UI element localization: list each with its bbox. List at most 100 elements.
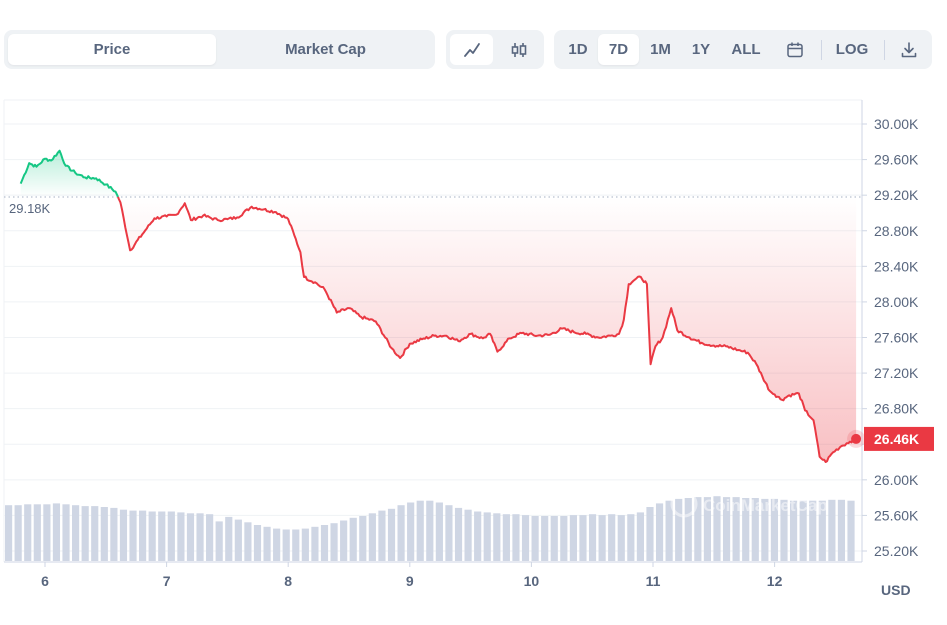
- volume-bar: [483, 512, 491, 561]
- volume-bar: [799, 500, 807, 561]
- volume-bar: [119, 509, 128, 561]
- volume-bar: [340, 520, 348, 561]
- x-tick-label: 11: [646, 573, 661, 589]
- reference-label-bg: [6, 198, 58, 217]
- y-tick-label: 26.80K: [874, 401, 919, 417]
- range-1m[interactable]: 1M: [650, 41, 671, 58]
- volume-bar: [292, 529, 300, 561]
- volume-bar: [636, 512, 644, 561]
- y-tick-label: 29.20K: [874, 187, 919, 203]
- volume-bar: [550, 516, 558, 561]
- volume-bar: [349, 517, 357, 561]
- last-price-label: 26.46K: [874, 431, 919, 447]
- volume-bar: [273, 528, 281, 561]
- volume-bar: [617, 515, 625, 561]
- volume-bar: [234, 519, 242, 561]
- reference-label: 29.18K: [9, 201, 51, 216]
- volume-bar: [751, 498, 759, 561]
- volume-bar: [770, 498, 779, 561]
- volume-bar: [320, 525, 329, 561]
- volume-bar: [464, 509, 472, 561]
- y-tick-label: 28.40K: [874, 258, 919, 274]
- coinmarketcap-logo-icon: [670, 490, 698, 518]
- volume-bar: [627, 514, 635, 561]
- x-tick-label: 8: [284, 573, 292, 589]
- price-line-up: [19, 149, 119, 198]
- volume-bar: [713, 496, 721, 561]
- volume-bar: [646, 507, 654, 561]
- volume-bar: [186, 513, 195, 561]
- volume-bar: [100, 507, 108, 561]
- chart-type-toggle: [446, 30, 544, 69]
- volume-bar: [454, 507, 463, 561]
- tab-price[interactable]: Price: [8, 34, 216, 65]
- price-area-down: [118, 196, 857, 462]
- volume-bar: [282, 529, 290, 561]
- y-tick-label: 29.60K: [874, 152, 919, 168]
- volume-bars: [5, 496, 855, 561]
- volume-bar: [541, 516, 549, 561]
- range-1d[interactable]: 1D: [568, 41, 588, 58]
- y-tick-label: 28.00K: [874, 294, 919, 310]
- tab-market-cap[interactable]: Market Cap: [285, 41, 366, 58]
- volume-bar: [512, 514, 520, 561]
- volume-bar: [694, 497, 702, 561]
- volume-bar: [215, 521, 223, 561]
- volume-bar: [579, 515, 587, 561]
- range-7d[interactable]: 7D: [598, 34, 639, 65]
- last-price-badge: [864, 426, 934, 451]
- volume-bar: [742, 498, 750, 561]
- volume-bar: [722, 497, 731, 561]
- y-tick-label: 25.20K: [874, 543, 919, 559]
- x-tick-label: 7: [163, 573, 171, 589]
- toolbar-divider: [821, 40, 822, 60]
- range-all[interactable]: ALL: [731, 41, 761, 58]
- calendar-icon[interactable]: [780, 34, 810, 65]
- volume-bar: [818, 500, 826, 561]
- x-tick-label: 12: [767, 573, 783, 589]
- range-1y[interactable]: 1Y: [691, 41, 711, 58]
- volume-bar: [445, 505, 453, 561]
- volume-bar: [493, 513, 501, 561]
- volume-bar: [129, 510, 137, 561]
- volume-bar: [407, 502, 415, 561]
- volume-bar: [502, 514, 510, 561]
- volume-bar: [809, 500, 817, 561]
- volume-bar: [608, 514, 616, 561]
- candlestick-icon[interactable]: [497, 34, 540, 65]
- volume-bar: [378, 510, 386, 561]
- volume-bar: [253, 525, 262, 561]
- volume-bar: [837, 499, 846, 561]
- download-icon[interactable]: [894, 34, 924, 65]
- volume-bar: [311, 526, 319, 561]
- volume-bar: [225, 516, 233, 561]
- y-tick-label: 30.00K: [874, 116, 919, 132]
- volume-bar: [847, 500, 855, 561]
- volume-bar: [732, 497, 740, 561]
- volume-bar: [397, 505, 405, 561]
- volume-bar: [569, 515, 577, 561]
- volume-bar: [33, 504, 41, 561]
- volume-bar: [828, 499, 836, 561]
- volume-bar: [655, 503, 664, 561]
- log-scale-toggle[interactable]: LOG: [835, 41, 869, 58]
- volume-bar: [177, 512, 185, 561]
- line-chart-icon[interactable]: [450, 34, 493, 65]
- volume-bar: [435, 502, 443, 561]
- volume-bar: [330, 523, 338, 561]
- watermark-text: CoinMarketCap: [703, 496, 828, 515]
- currency-label: USD: [881, 582, 911, 598]
- volume-bar: [43, 504, 51, 561]
- volume-bar: [416, 500, 424, 561]
- x-tick-label: 9: [406, 573, 414, 589]
- volume-bar: [81, 506, 89, 561]
- volume-bar: [359, 516, 367, 561]
- volume-bar: [426, 500, 434, 561]
- volume-bar: [244, 522, 252, 561]
- x-tick-label: 10: [524, 573, 540, 589]
- y-tick-label: 27.20K: [874, 365, 919, 381]
- toolbar-divider: [884, 40, 885, 60]
- volume-bar: [14, 505, 22, 561]
- y-tick-label: 27.60K: [874, 330, 919, 346]
